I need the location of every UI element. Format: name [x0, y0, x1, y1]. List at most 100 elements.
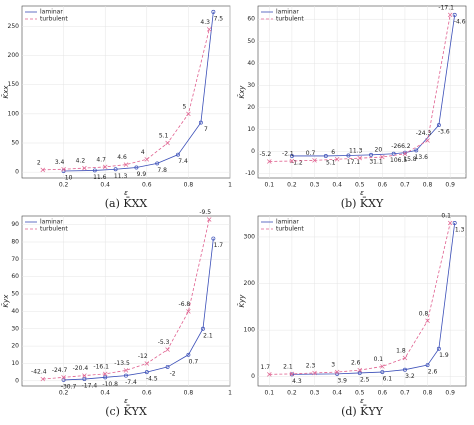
x-tick-label: 0.8	[423, 182, 433, 189]
x-tick-label: 0.5	[355, 390, 365, 397]
y-tick-label: 0	[15, 377, 19, 384]
marker	[267, 159, 272, 164]
legend-label: laminar	[276, 219, 299, 226]
point-annotation: 11.6	[93, 174, 107, 181]
point-annotation: 106.5	[390, 157, 407, 164]
point-annotation: 1.7	[261, 364, 271, 371]
point-annotation: 4	[141, 149, 145, 156]
point-annotation: 2.5	[360, 376, 370, 383]
marker	[380, 154, 385, 160]
marker	[380, 364, 385, 369]
marker	[123, 162, 129, 167]
point-annotation: 3	[331, 362, 335, 369]
point-annotation: -7.4	[125, 379, 137, 386]
marker	[61, 167, 66, 172]
x-tick-label: 0.6	[142, 390, 152, 397]
y-tick-label: 80	[11, 239, 19, 246]
marker	[92, 168, 97, 173]
y-axis-label: K̄yx	[1, 294, 10, 308]
point-annotation: -30.7	[61, 383, 77, 390]
marker	[380, 370, 385, 374]
x-tick-label: 0.6	[142, 182, 152, 189]
point-annotation: 2.1	[203, 332, 213, 339]
marker	[334, 157, 340, 162]
marker	[82, 165, 87, 171]
point-annotation: 5	[182, 103, 186, 110]
legend-label: turbulent	[276, 16, 304, 23]
plot-area	[257, 215, 467, 387]
x-tick-label: 1	[228, 390, 232, 397]
legend-label: laminar	[40, 219, 63, 226]
point-annotation: 7	[204, 126, 208, 133]
x-tick-label: 0.2	[59, 390, 69, 397]
y-tick-label: 300	[244, 233, 256, 240]
y-tick-label: 0	[15, 169, 19, 176]
point-annotation: -3.6	[438, 129, 450, 136]
marker	[201, 326, 205, 331]
y-tick-label: 20	[11, 343, 19, 350]
x-tick-label: 0.7	[400, 390, 410, 397]
marker	[391, 151, 396, 156]
point-annotation: -4.6	[454, 18, 466, 25]
point-annotation: 6	[331, 149, 335, 156]
marker	[102, 164, 108, 170]
y-tick-label: 90	[11, 221, 19, 228]
point-annotation: 17.1	[347, 159, 361, 166]
point-annotation: -4.5	[146, 376, 158, 383]
y-tick-label: 50	[11, 140, 19, 147]
point-annotation: -266.2	[391, 143, 411, 150]
y-axis-label: K̄xy	[237, 85, 246, 99]
subplot: 0.1 0.2 0.3 0.4 0.5 0.6 0.7 0.8 0.9 -10 0 10 20 30 40 5…	[237, 4, 467, 210]
marker	[144, 370, 149, 375]
marker	[82, 377, 87, 382]
x-tick-label: 0.3	[310, 182, 320, 189]
point-annotation: 7.8	[157, 167, 167, 174]
point-annotation: -17.1	[438, 4, 454, 11]
point-annotation: 0.1	[374, 356, 384, 363]
plot-area	[21, 5, 231, 179]
point-annotation: 20	[375, 147, 383, 154]
x-tick-label: 0.6	[378, 390, 388, 397]
point-annotation: 2.6	[428, 369, 438, 376]
y-tick-label: 150	[8, 81, 20, 88]
marker	[425, 318, 430, 324]
y-tick-label: 70	[11, 256, 19, 263]
marker	[186, 111, 191, 117]
caption: (a) K̄XX	[105, 197, 148, 210]
marker	[61, 377, 66, 382]
point-annotation: -1.2	[291, 159, 303, 166]
x-tick-label: 0.8	[184, 182, 194, 189]
plot-area	[257, 5, 467, 179]
y-tick-label: 200	[244, 280, 256, 287]
marker	[134, 165, 139, 170]
x-tick-label: 0.4	[100, 390, 110, 397]
y-tick-label: 100	[244, 327, 256, 334]
point-annotation: 3.9	[337, 377, 347, 384]
point-annotation: 1.3	[455, 226, 465, 233]
point-annotation: -42.4	[31, 369, 47, 376]
y-tick-label: 30	[247, 82, 255, 89]
point-annotation: 11.3	[114, 173, 128, 180]
point-annotation: 2.6	[351, 360, 361, 367]
marker	[113, 167, 118, 172]
marker	[334, 369, 340, 375]
x-axis-label: ε	[360, 397, 364, 405]
x-axis-label: ε	[124, 397, 128, 405]
marker	[447, 220, 453, 226]
legend-label: turbulent	[276, 226, 304, 233]
series-line	[63, 11, 214, 172]
marker	[357, 371, 362, 375]
y-tick-label: 50	[247, 38, 255, 45]
point-annotation: -5.3	[158, 339, 170, 346]
marker	[346, 153, 351, 158]
x-tick-label: 0.3	[310, 390, 320, 397]
point-annotation: 11.3	[349, 148, 363, 155]
point-annotation: 9.9	[137, 171, 147, 178]
marker	[267, 372, 272, 377]
marker	[403, 367, 407, 372]
point-annotation: 1.9	[439, 352, 449, 359]
y-tick-label: 20	[247, 104, 255, 111]
marker	[425, 138, 430, 143]
x-tick-label: 0.4	[332, 182, 342, 189]
